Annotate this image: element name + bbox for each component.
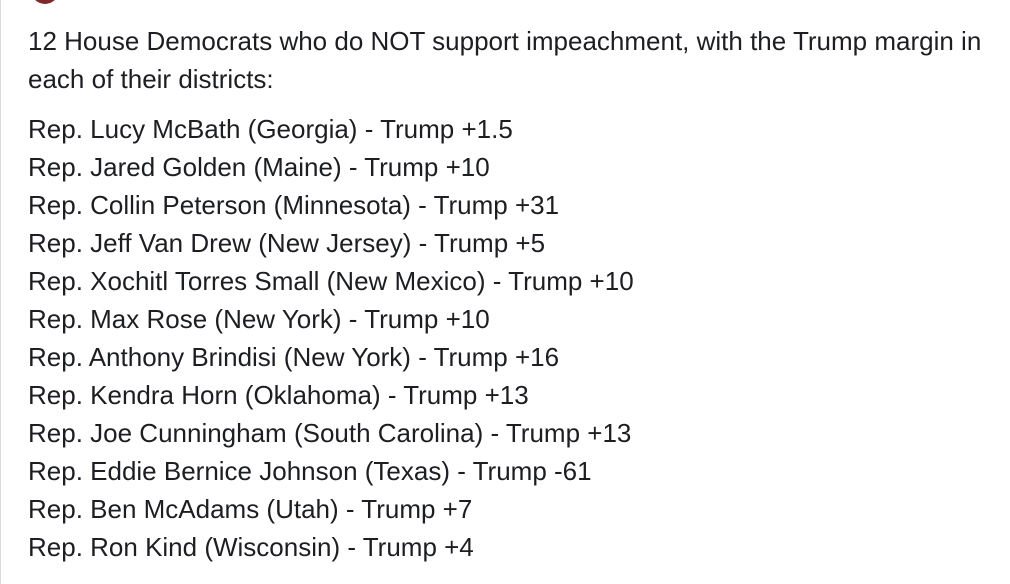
list-item: Rep. Lucy McBath (Georgia) - Trump +1.5	[28, 114, 513, 144]
list-item: Rep. Ron Kind (Wisconsin) - Trump +4	[28, 532, 474, 562]
list-item: Rep. Kendra Horn (Oklahoma) - Trump +13	[28, 380, 529, 410]
list-item: Rep. Jeff Van Drew (New Jersey) - Trump …	[28, 228, 546, 258]
list-item: Rep. Ben McAdams (Utah) - Trump +7	[28, 494, 473, 524]
list-item: Rep. Max Rose (New York) - Trump +10	[28, 304, 490, 334]
list-item: Rep. Eddie Bernice Johnson (Texas) - Tru…	[28, 456, 592, 486]
representative-list: Rep. Lucy McBath (Georgia) - Trump +1.5 …	[28, 110, 998, 566]
list-item: Rep. Anthony Brindisi (New York) - Trump…	[28, 342, 560, 372]
list-item: Rep. Jared Golden (Maine) - Trump +10	[28, 152, 490, 182]
list-item: Rep. Collin Peterson (Minnesota) - Trump…	[28, 190, 560, 220]
post-intro: 12 House Democrats who do NOT support im…	[28, 26, 982, 94]
list-item: Rep. Xochitl Torres Small (New Mexico) -…	[28, 266, 634, 296]
avatar[interactable]	[31, 0, 59, 4]
list-item: Rep. Joe Cunningham (South Carolina) - T…	[28, 418, 632, 448]
post-text: 12 House Democrats who do NOT support im…	[28, 22, 998, 566]
